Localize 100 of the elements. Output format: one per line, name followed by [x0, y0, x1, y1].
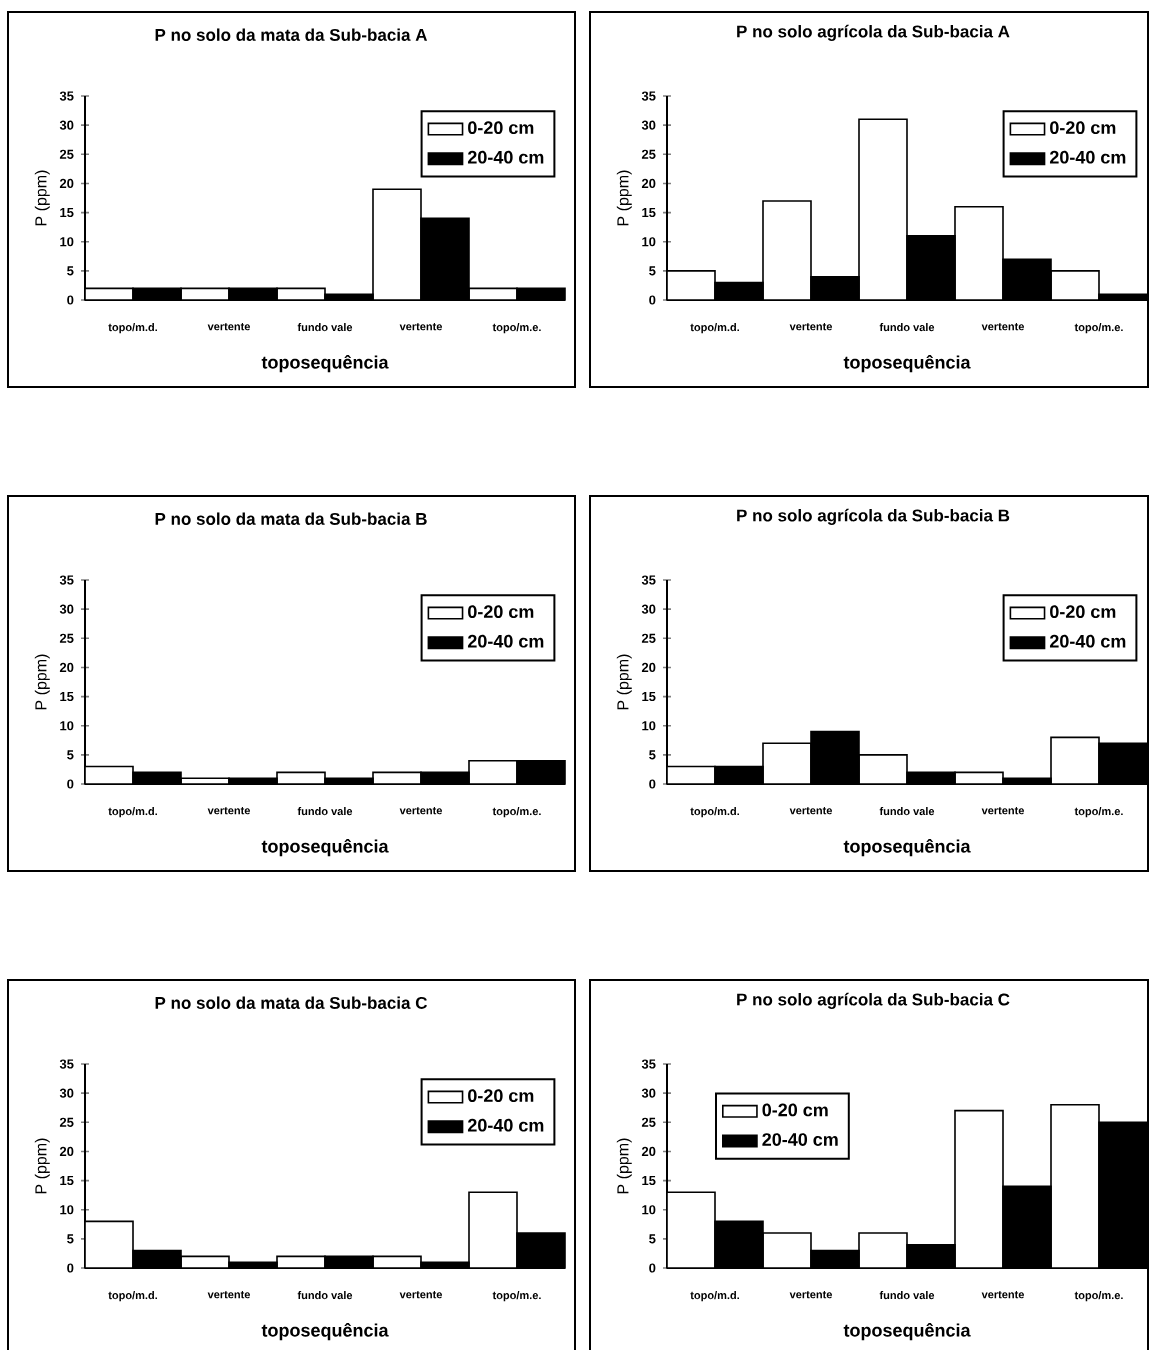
- y-tick-label: 15: [60, 692, 74, 702]
- y-tick-label: 25: [59, 633, 74, 643]
- y-tick-label: 0: [67, 1263, 74, 1273]
- y-tick-label: 10: [60, 721, 74, 731]
- y-tick-label: 0: [649, 295, 656, 305]
- x-tick-label: topo/m.e.: [492, 323, 541, 334]
- y-axis-title: P (ppm): [616, 170, 632, 226]
- y-tick-label: 25: [59, 149, 74, 159]
- y-tick-label: 0: [67, 295, 74, 305]
- legend-label: 0-20 cm: [1050, 605, 1116, 619]
- x-tick-label: fundo vale: [297, 323, 353, 332]
- y-tick-label: 20: [641, 1146, 656, 1157]
- x-axis-title: toposequência: [843, 355, 971, 373]
- x-tick-label: vertente: [789, 807, 833, 815]
- x-axis-title: toposequência: [261, 1323, 389, 1341]
- x-tick-label: topo/m.e.: [1074, 807, 1123, 818]
- legend-label: 20-40 cm: [1049, 150, 1126, 164]
- x-tick-label: vertente: [399, 807, 443, 815]
- x-axis-title: toposequência: [843, 1323, 971, 1341]
- legend-label: 0-20 cm: [468, 605, 534, 619]
- y-tick-label: 15: [642, 1176, 656, 1186]
- x-tick-label: vertente: [981, 323, 1025, 331]
- y-tick-label: 25: [641, 149, 656, 159]
- x-axis-title: toposequência: [261, 839, 389, 857]
- x-tick-label: topo/m.d.: [690, 323, 739, 334]
- y-tick-label: 25: [641, 1117, 656, 1127]
- x-tick-label: fundo vale: [879, 807, 935, 816]
- x-tick-label: vertente: [981, 807, 1025, 815]
- y-tick-label: 5: [649, 1234, 656, 1244]
- y-tick-label: 5: [67, 1234, 74, 1244]
- y-tick-label: 20: [59, 1146, 74, 1157]
- x-tick-label: vertente: [981, 1291, 1025, 1299]
- y-tick-label: 15: [642, 208, 656, 218]
- y-tick-label: 30: [59, 604, 74, 614]
- legend-label: 0-20 cm: [1050, 121, 1116, 135]
- y-tick-label: 10: [642, 237, 656, 247]
- x-tick-label: topo/m.e.: [492, 1291, 541, 1302]
- y-tick-label: 20: [641, 178, 656, 189]
- y-tick-label: 5: [67, 750, 74, 760]
- x-tick-label: fundo vale: [297, 807, 353, 816]
- x-tick-label: topo/m.e.: [492, 807, 541, 818]
- x-axis-title: toposequência: [843, 839, 971, 857]
- x-tick-label: topo/m.e.: [1074, 1291, 1123, 1302]
- y-axis-title: P (ppm): [34, 654, 50, 710]
- y-tick-label: 10: [60, 1205, 74, 1215]
- y-tick-label: 5: [649, 750, 656, 760]
- legend-label: 0-20 cm: [468, 1089, 534, 1103]
- x-tick-label: fundo vale: [297, 1291, 353, 1300]
- chart-title: P no solo da mata da Sub-bacia A: [155, 28, 428, 41]
- y-tick-label: 30: [641, 604, 656, 614]
- legend-label: 20-40 cm: [467, 634, 544, 648]
- x-tick-label: topo/m.d.: [108, 1291, 157, 1302]
- y-tick-label: 35: [59, 91, 74, 101]
- y-axis-title: P (ppm): [616, 654, 632, 710]
- x-tick-label: vertente: [399, 1291, 443, 1299]
- y-tick-label: 15: [60, 208, 74, 218]
- y-tick-label: 35: [641, 1059, 656, 1069]
- legend-label: 0-20 cm: [468, 121, 534, 135]
- x-tick-label: fundo vale: [879, 1291, 935, 1300]
- y-tick-label: 10: [642, 1205, 656, 1215]
- y-tick-label: 35: [641, 575, 656, 585]
- y-tick-label: 25: [59, 1117, 74, 1127]
- y-tick-label: 35: [59, 1059, 74, 1069]
- chart-title: P no solo da mata da Sub-bacia B: [155, 512, 427, 525]
- y-tick-label: 30: [59, 120, 74, 130]
- legend-label: 0-20 cm: [762, 1103, 828, 1117]
- y-axis-title: P (ppm): [34, 170, 50, 226]
- x-tick-label: vertente: [207, 807, 251, 815]
- y-tick-label: 0: [649, 779, 656, 789]
- x-tick-label: vertente: [789, 323, 833, 331]
- y-tick-label: 10: [60, 237, 74, 247]
- x-tick-label: vertente: [789, 1291, 833, 1299]
- x-tick-label: topo/m.d.: [690, 1291, 739, 1302]
- legend-label: 20-40 cm: [1049, 634, 1126, 648]
- y-tick-label: 30: [641, 120, 656, 130]
- chart-title: P no solo agrícola da Sub-bacia B: [737, 508, 1010, 525]
- y-tick-label: 35: [641, 91, 656, 101]
- legend-label: 20-40 cm: [467, 150, 544, 164]
- x-tick-label: topo/m.d.: [108, 323, 157, 334]
- x-tick-label: vertente: [207, 1291, 251, 1299]
- y-tick-label: 20: [59, 178, 74, 189]
- legend-label: 20-40 cm: [762, 1133, 838, 1146]
- y-tick-label: 30: [641, 1088, 656, 1098]
- x-tick-label: topo/m.e.: [1074, 323, 1123, 334]
- y-tick-label: 25: [641, 633, 656, 643]
- y-tick-label: 0: [67, 779, 74, 789]
- y-tick-label: 20: [641, 662, 656, 673]
- x-tick-label: vertente: [399, 323, 443, 331]
- chart-title: P no solo agrícola da Sub-bacia A: [737, 24, 1010, 41]
- x-tick-label: fundo vale: [879, 323, 935, 332]
- y-tick-label: 15: [60, 1176, 74, 1186]
- y-tick-label: 15: [642, 692, 656, 702]
- y-tick-label: 30: [59, 1088, 74, 1098]
- y-tick-label: 5: [67, 266, 74, 276]
- x-tick-label: topo/m.d.: [690, 807, 739, 818]
- x-tick-label: topo/m.d.: [108, 807, 157, 818]
- y-axis-title: P (ppm): [34, 1138, 50, 1194]
- x-tick-label: vertente: [207, 323, 251, 331]
- y-axis-title: P (ppm): [616, 1138, 632, 1194]
- y-tick-label: 35: [59, 575, 74, 585]
